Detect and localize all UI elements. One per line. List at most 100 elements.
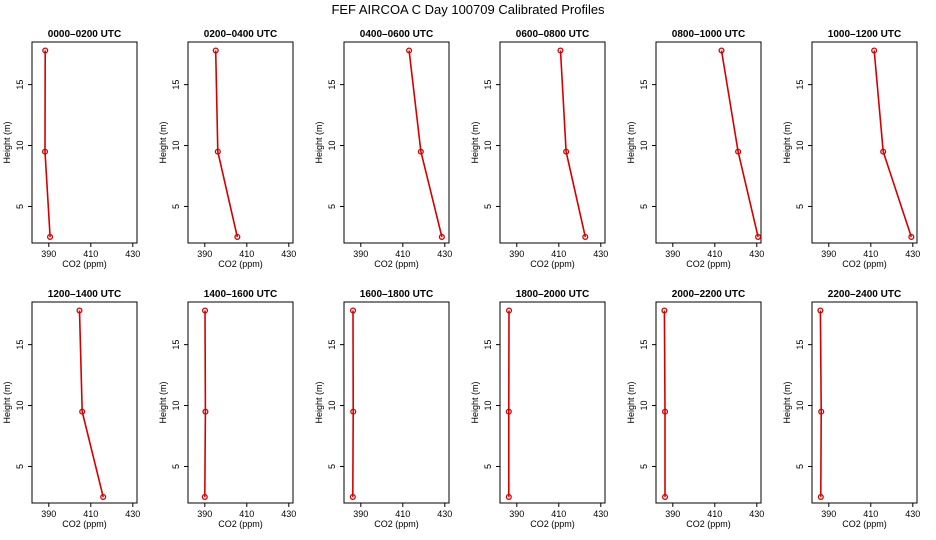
y-tick-label: 15 bbox=[795, 80, 805, 90]
x-tick-label: 390 bbox=[353, 509, 368, 519]
profile-line bbox=[78, 310, 104, 498]
plot-frame bbox=[187, 41, 294, 244]
data-point bbox=[42, 47, 49, 54]
data-point bbox=[349, 307, 357, 314]
y-tick-label: 10 bbox=[15, 141, 25, 151]
panel-title: 2000–2200 UTC bbox=[672, 289, 745, 300]
x-tick-label: 410 bbox=[239, 509, 254, 519]
panel-title: 0200–0400 UTC bbox=[204, 29, 277, 40]
y-tick-label: 15 bbox=[15, 80, 25, 90]
plot-frame bbox=[499, 41, 606, 244]
data-point bbox=[505, 493, 512, 500]
x-tick-label: 430 bbox=[905, 249, 920, 259]
profile-line bbox=[214, 50, 239, 238]
data-point bbox=[212, 47, 219, 54]
y-tick-label: 10 bbox=[327, 401, 337, 411]
y-tick-label: 10 bbox=[171, 401, 181, 411]
y-tick-label: 15 bbox=[483, 340, 493, 350]
panel: 1200–1400 UTC 390 410 430 5 10 15 CO2 (ppm) Heig… bbox=[2, 289, 140, 529]
x-tick-label: 390 bbox=[353, 249, 368, 259]
panel: 0600–0800 UTC 390 410 430 5 10 15 CO2 (ppm) Heig… bbox=[470, 29, 608, 269]
data-point bbox=[234, 233, 241, 240]
data-point bbox=[563, 148, 570, 155]
panels-group: 0000–0200 UTC 390 410 430 5 10 15 CO2 (ppm) Heig… bbox=[2, 29, 920, 529]
panel-title: 1400–1600 UTC bbox=[204, 289, 277, 300]
x-tick-label: 410 bbox=[551, 249, 566, 259]
y-tick-label: 10 bbox=[795, 401, 805, 411]
data-point bbox=[79, 408, 86, 415]
data-point bbox=[214, 148, 221, 155]
panel-title: 0600–0800 UTC bbox=[516, 29, 589, 40]
x-axis-label: CO2 (ppm) bbox=[842, 259, 887, 269]
plot-frame bbox=[499, 301, 606, 504]
profile-line bbox=[408, 50, 443, 238]
x-tick-label: 390 bbox=[509, 249, 524, 259]
panel-title: 0000–0200 UTC bbox=[48, 29, 121, 40]
profile-line bbox=[819, 310, 823, 497]
x-tick-label: 410 bbox=[707, 509, 722, 519]
data-point bbox=[76, 307, 83, 314]
data-point bbox=[582, 233, 589, 240]
data-point bbox=[817, 493, 824, 500]
y-tick-label: 5 bbox=[15, 204, 25, 209]
plot-frame bbox=[343, 41, 450, 244]
data-point bbox=[661, 493, 669, 500]
plot-frame bbox=[31, 301, 138, 504]
x-tick-label: 410 bbox=[863, 249, 878, 259]
data-point bbox=[350, 408, 357, 415]
y-tick-label: 10 bbox=[15, 401, 25, 411]
y-axis-label: Height (m) bbox=[470, 121, 480, 163]
y-tick-label: 10 bbox=[171, 141, 181, 151]
x-tick-label: 390 bbox=[197, 509, 212, 519]
y-tick-label: 15 bbox=[639, 80, 649, 90]
y-tick-label: 15 bbox=[327, 80, 337, 90]
panel-title: 2200–2400 UTC bbox=[828, 289, 901, 300]
data-point bbox=[100, 493, 107, 500]
data-point bbox=[41, 148, 49, 155]
x-axis-label: CO2 (ppm) bbox=[374, 259, 419, 269]
plot-frame bbox=[187, 301, 294, 504]
x-tick-label: 410 bbox=[395, 509, 410, 519]
y-tick-label: 5 bbox=[171, 204, 181, 209]
data-point bbox=[406, 47, 413, 54]
y-tick-label: 10 bbox=[483, 141, 493, 151]
data-point bbox=[417, 148, 424, 155]
y-tick-label: 5 bbox=[639, 464, 649, 469]
x-tick-label: 430 bbox=[905, 509, 920, 519]
x-axis-label: CO2 (ppm) bbox=[686, 259, 731, 269]
data-point bbox=[505, 408, 512, 415]
y-tick-label: 15 bbox=[15, 340, 25, 350]
x-tick-label: 390 bbox=[509, 509, 524, 519]
x-tick-label: 430 bbox=[749, 509, 764, 519]
x-tick-label: 410 bbox=[551, 509, 566, 519]
panel-title: 0400–0600 UTC bbox=[360, 29, 433, 40]
x-tick-label: 390 bbox=[197, 249, 212, 259]
x-tick-label: 430 bbox=[125, 509, 140, 519]
x-tick-label: 390 bbox=[665, 509, 680, 519]
x-axis-label: CO2 (ppm) bbox=[62, 519, 107, 529]
panel: 1800–2000 UTC 390 410 430 5 10 15 CO2 (ppm) Heig… bbox=[470, 289, 608, 529]
x-tick-label: 430 bbox=[437, 249, 452, 259]
data-point bbox=[880, 148, 887, 155]
y-tick-label: 5 bbox=[639, 204, 649, 209]
panel-title: 1600–1800 UTC bbox=[360, 289, 433, 300]
y-tick-label: 10 bbox=[483, 401, 493, 411]
y-tick-label: 15 bbox=[171, 340, 181, 350]
x-tick-label: 410 bbox=[83, 509, 98, 519]
x-axis-label: CO2 (ppm) bbox=[218, 259, 263, 269]
data-point bbox=[661, 307, 668, 314]
x-tick-label: 390 bbox=[821, 509, 836, 519]
x-tick-label: 410 bbox=[707, 249, 722, 259]
data-point bbox=[505, 307, 513, 314]
y-axis-label: Height (m) bbox=[158, 121, 168, 163]
panel-title: 1800–2000 UTC bbox=[516, 289, 589, 300]
y-axis-label: Height (m) bbox=[782, 381, 792, 423]
panel: 1600–1800 UTC 390 410 430 5 10 15 CO2 (ppm) Heig… bbox=[314, 289, 452, 529]
data-point bbox=[755, 233, 762, 240]
y-tick-label: 15 bbox=[795, 340, 805, 350]
plot-frame bbox=[343, 301, 450, 504]
x-tick-label: 410 bbox=[395, 249, 410, 259]
y-tick-label: 5 bbox=[483, 204, 493, 209]
y-tick-label: 5 bbox=[15, 464, 25, 469]
panel: 0400–0600 UTC 390 410 430 5 10 15 CO2 (ppm) Heig… bbox=[314, 29, 452, 269]
